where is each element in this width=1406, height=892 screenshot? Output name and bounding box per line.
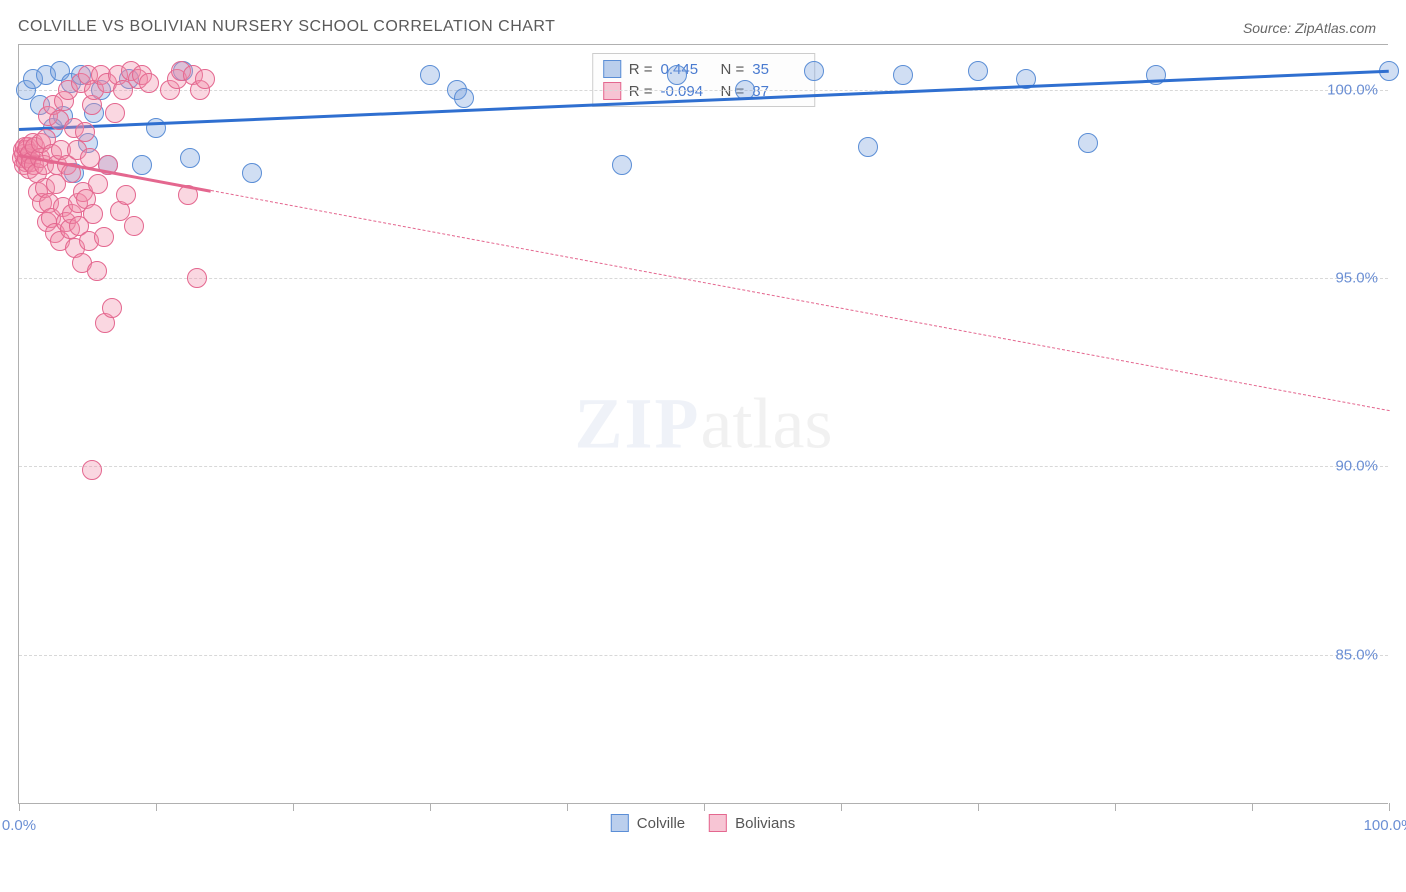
data-point [612,155,632,175]
data-point [116,185,136,205]
data-point [195,69,215,89]
n-value: 35 [752,61,804,78]
chart-title: COLVILLE VS BOLIVIAN NURSERY SCHOOL CORR… [18,18,555,36]
data-point [75,122,95,142]
data-point [87,261,107,281]
data-point [82,460,102,480]
x-tick-label: 0.0% [2,817,36,834]
x-tick [1252,803,1253,811]
header: COLVILLE VS BOLIVIAN NURSERY SCHOOL CORR… [0,0,1406,44]
y-tick-label: 95.0% [1335,270,1378,287]
legend-swatch [611,814,629,832]
data-point [180,148,200,168]
series-legend-item: Colville [611,814,685,832]
series-legend-item: Bolivians [709,814,795,832]
data-point [893,65,913,85]
data-point [1078,133,1098,153]
x-tick [978,803,979,811]
data-point [105,103,125,123]
x-tick [293,803,294,811]
x-tick [1115,803,1116,811]
r-label: R = [629,61,653,78]
data-point [139,73,159,93]
data-point [858,137,878,157]
x-tick [430,803,431,811]
data-point [242,163,262,183]
data-point [124,216,144,236]
data-point [132,155,152,175]
x-tick [1389,803,1390,811]
x-tick [567,803,568,811]
data-point [454,88,474,108]
gridline [19,278,1388,279]
data-point [94,227,114,247]
y-tick-label: 85.0% [1335,646,1378,663]
data-point [420,65,440,85]
x-tick [156,803,157,811]
watermark-zip: ZIP [575,384,701,464]
source-label: Source: ZipAtlas.com [1243,20,1376,36]
series-legend: Colville Bolivians [611,814,795,832]
chart-container: Nursery School ZIPatlas R =0.445N =35R =… [18,44,1388,804]
gridline [19,466,1388,467]
series-label: Colville [637,815,685,832]
x-tick [841,803,842,811]
series-label: Bolivians [735,815,795,832]
x-tick-label: 100.0% [1364,817,1406,834]
gridline [19,655,1388,656]
watermark-atlas: atlas [701,384,833,464]
legend-row: R =0.445N =35 [603,58,805,80]
plot-area: ZIPatlas R =0.445N =35R =-0.094N =87 100… [18,44,1388,804]
trend-line [211,190,1389,411]
x-tick [19,803,20,811]
data-point [968,61,988,81]
y-tick-label: 100.0% [1327,82,1378,99]
data-point [88,174,108,194]
data-point [667,65,687,85]
data-point [102,298,122,318]
data-point [83,204,103,224]
data-point [804,61,824,81]
y-tick-label: 90.0% [1335,458,1378,475]
data-point [146,118,166,138]
x-tick [704,803,705,811]
legend-swatch [603,60,621,78]
watermark: ZIPatlas [575,383,833,466]
gridline [19,90,1388,91]
legend-swatch [709,814,727,832]
data-point [187,268,207,288]
n-label: N = [721,61,745,78]
